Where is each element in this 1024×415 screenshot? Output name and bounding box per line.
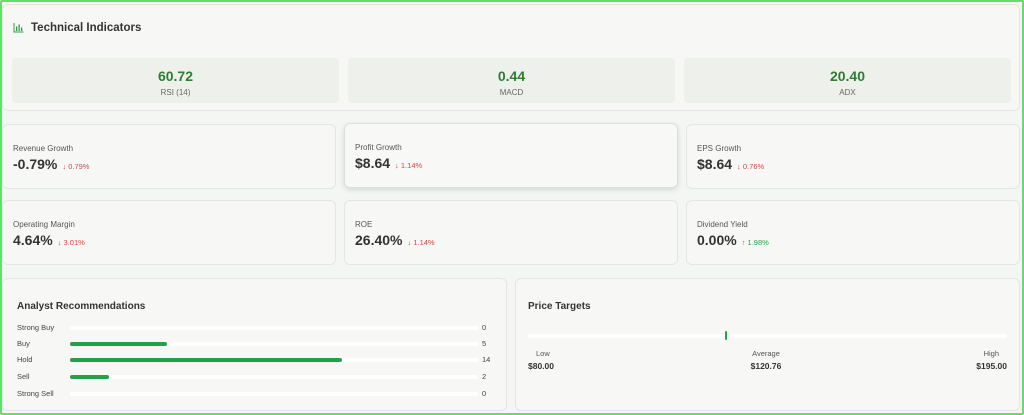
metric-card-operating-margin[interactable]: Operating Margin 4.64% ↓ 3.01% [2,200,336,265]
recommendation-count: 2 [482,372,487,381]
price-target-low: Low $80.00 [528,349,554,371]
change-value: 1.14% [413,238,435,247]
price-target-high-label: High [983,349,999,358]
metric-card-profit-growth[interactable]: Profit Growth $8.64 ↓ 1.14% [344,123,678,188]
recommendation-count: 14 [482,355,491,364]
metric-label: Operating Margin [13,220,75,229]
metric-card-dividend-yield[interactable]: Dividend Yield 0.00% ↑ 1.98% [686,200,1020,265]
indicator-label: MACD [499,88,524,97]
indicator-value: 60.72 [157,68,194,84]
arrow-down-icon: ↓ [62,162,67,171]
metric-label: Dividend Yield [697,220,748,229]
recommendation-label: Buy [17,339,30,348]
arrow-down-icon: ↓ [395,161,399,170]
metric-card-roe[interactable]: ROE 26.40% ↓ 1.14% [344,200,678,265]
metric-change: ↓ 3.01% [58,238,85,247]
technical-indicators-header: Technical Indicators [13,22,141,34]
price-targets-title: Price Targets [528,301,591,312]
price-target-high-value: $195.00 [976,361,1007,371]
arrow-down-icon: ↓ [737,162,741,171]
price-target-low-label: Low [536,349,550,358]
recommendation-label: Strong Sell [17,389,54,398]
metric-label: ROE [355,220,373,229]
indicator-value: 20.40 [829,68,866,84]
price-target-high: High $195.00 [976,349,1007,371]
indicator-adx: 20.40 ADX [684,58,1011,103]
change-value: 0.79% [68,162,90,171]
recommendation-count: 0 [482,389,487,398]
indicator-value: 0.44 [497,68,526,84]
change-value: 3.01% [63,238,85,247]
indicator-rsi: 60.72 RSI (14) [12,58,339,103]
recommendation-bar-fill [70,342,168,346]
recommendation-bar-track [70,375,478,379]
bar-chart-icon [13,23,24,33]
recommendation-bar-track [70,342,478,346]
analyst-recommendations-panel: Analyst Recommendations Strong Buy 0 Buy… [2,278,507,411]
recommendation-count: 0 [482,323,487,332]
price-target-low-value: $80.00 [528,361,554,371]
change-value: 1.98% [747,238,769,247]
current-price-marker [724,331,727,340]
metric-change: ↓ 0.76% [737,162,764,171]
recommendation-row-hold: Hold 14 [17,354,497,366]
metric-label: EPS Growth [697,144,742,153]
recommendation-row-sell: Sell 2 [17,371,497,383]
recommendation-bar-track [70,326,478,330]
indicator-macd: 0.44 MACD [348,58,675,103]
price-targets-panel: Price Targets Low $80.00 Average $120.76… [515,278,1020,411]
technical-indicators-panel: Technical Indicators 60.72 RSI (14) 0.44… [2,4,1020,111]
arrow-down-icon: ↓ [407,238,412,247]
metric-label: Revenue Growth [13,144,74,153]
metric-value: 26.40% [355,232,403,248]
metric-value: $8.64 [697,156,733,172]
recommendation-count: 5 [482,339,487,348]
metric-card-eps-growth[interactable]: EPS Growth $8.64 ↓ 0.76% [686,124,1020,189]
section-title: Technical Indicators [31,22,142,34]
recommendation-row-strong-buy: Strong Buy 0 [17,322,497,334]
metric-value: 0.00% [697,232,737,248]
recommendation-bar-track [70,358,478,362]
price-target-average-value: $120.76 [750,361,782,371]
arrow-down-icon: ↓ [57,238,62,247]
metric-change: ↓ 1.14% [407,238,434,247]
metric-label: Profit Growth [355,143,402,152]
metric-value: 4.64% [13,232,53,248]
recommendation-row-buy: Buy 5 [17,338,497,350]
recommendation-bar-fill [70,375,109,379]
metric-change: ↓ 1.14% [395,161,422,170]
recommendation-bar-track [70,392,478,396]
analyst-recommendations-title: Analyst Recommendations [17,301,146,312]
arrow-up-icon: ↑ [741,238,746,247]
recommendation-row-strong-sell: Strong Sell 0 [17,388,497,400]
price-target-average: Average $120.76 [736,349,796,371]
metric-card-revenue-growth[interactable]: Revenue Growth -0.79% ↓ 0.79% [2,124,336,189]
recommendation-label: Strong Buy [17,323,55,332]
price-range-track [528,331,1007,340]
metric-value: $8.64 [355,155,391,171]
metric-value: -0.79% [13,156,58,172]
price-target-average-label: Average [752,349,780,358]
recommendation-bar-fill [70,358,342,362]
indicator-label: RSI (14) [160,88,191,97]
indicator-label: ADX [839,88,856,97]
recommendation-label: Hold [17,355,33,364]
change-value: 0.76% [742,162,765,171]
recommendation-label: Sell [17,372,30,381]
metric-change: ↓ 0.79% [62,162,89,171]
change-value: 1.14% [400,161,423,170]
metric-change: ↑ 1.98% [742,238,769,247]
